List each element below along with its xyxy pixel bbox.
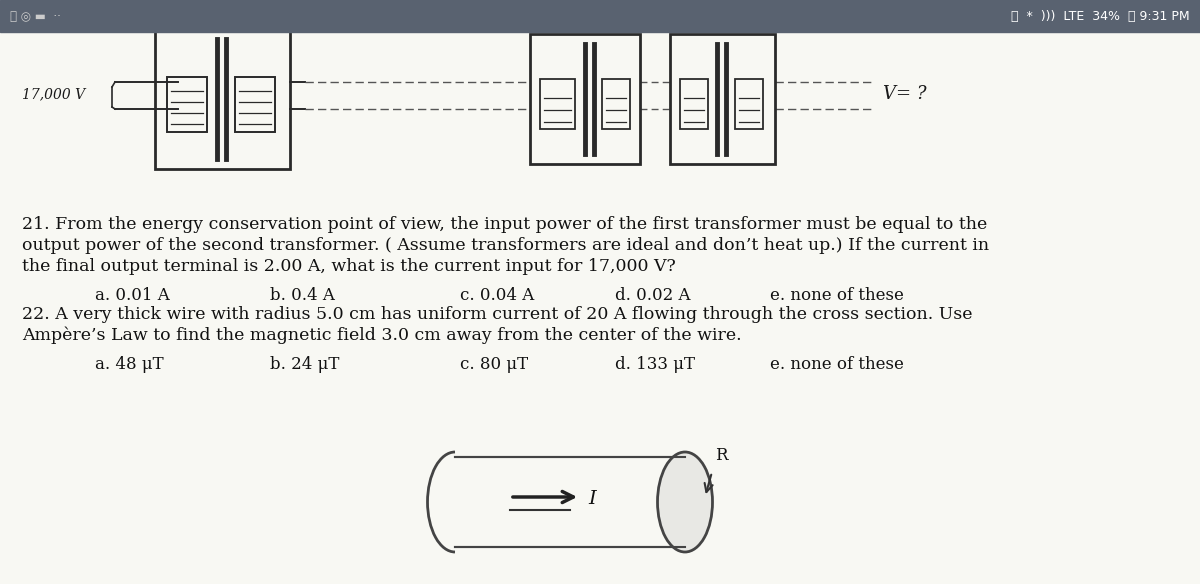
Text: 🔒  *  )))  LTE  34%  🔋 9:31 PM: 🔒 * ))) LTE 34% 🔋 9:31 PM [1012,9,1190,23]
Text: I: I [588,490,595,508]
Bar [734,79,763,129]
Text: V= ?: V= ? [883,85,926,103]
Bar [167,77,208,132]
Text: 17,000 V: 17,000 V [22,87,85,101]
Text: b. 24 μT: b. 24 μT [270,356,340,373]
Bar [540,79,575,129]
Text: a. 48 μT: a. 48 μT [95,356,163,373]
Text: a. 0.01 A: a. 0.01 A [95,287,169,304]
Text: b. 0.4 A: b. 0.4 A [270,287,335,304]
Text: the final output terminal is 2.00 A, what is the current input for 17,000 V?: the final output terminal is 2.00 A, wha… [22,258,676,275]
Text: output power of the second transformer. ( Assume transformers are ideal and don’: output power of the second transformer. … [22,237,989,254]
Bar [235,77,275,132]
Text: c. 80 μT: c. 80 μT [460,356,528,373]
Bar [680,79,708,129]
Text: e. none of these: e. none of these [770,287,904,304]
Bar [0,0,1200,32]
Bar [670,34,775,164]
Text: 21. From the energy conservation point of view, the input power of the first tra: 21. From the energy conservation point o… [22,216,988,233]
Text: 22. A very thick wire with radius 5.0 cm has uniform current of 20 A flowing thr: 22. A very thick wire with radius 5.0 cm… [22,306,972,323]
Text: d. 133 μT: d. 133 μT [616,356,695,373]
Bar [602,79,630,129]
Text: ⬛ ◎ ▬  ··: ⬛ ◎ ▬ ·· [10,9,61,23]
Bar [155,29,290,169]
Text: d. 0.02 A: d. 0.02 A [616,287,690,304]
Text: Ampère’s Law to find the magnetic field 3.0 cm away from the center of the wire.: Ampère’s Law to find the magnetic field … [22,327,742,345]
Bar [530,34,640,164]
Text: c. 0.04 A: c. 0.04 A [460,287,534,304]
Ellipse shape [658,452,713,552]
Text: R: R [715,447,727,464]
Text: e. none of these: e. none of these [770,356,904,373]
